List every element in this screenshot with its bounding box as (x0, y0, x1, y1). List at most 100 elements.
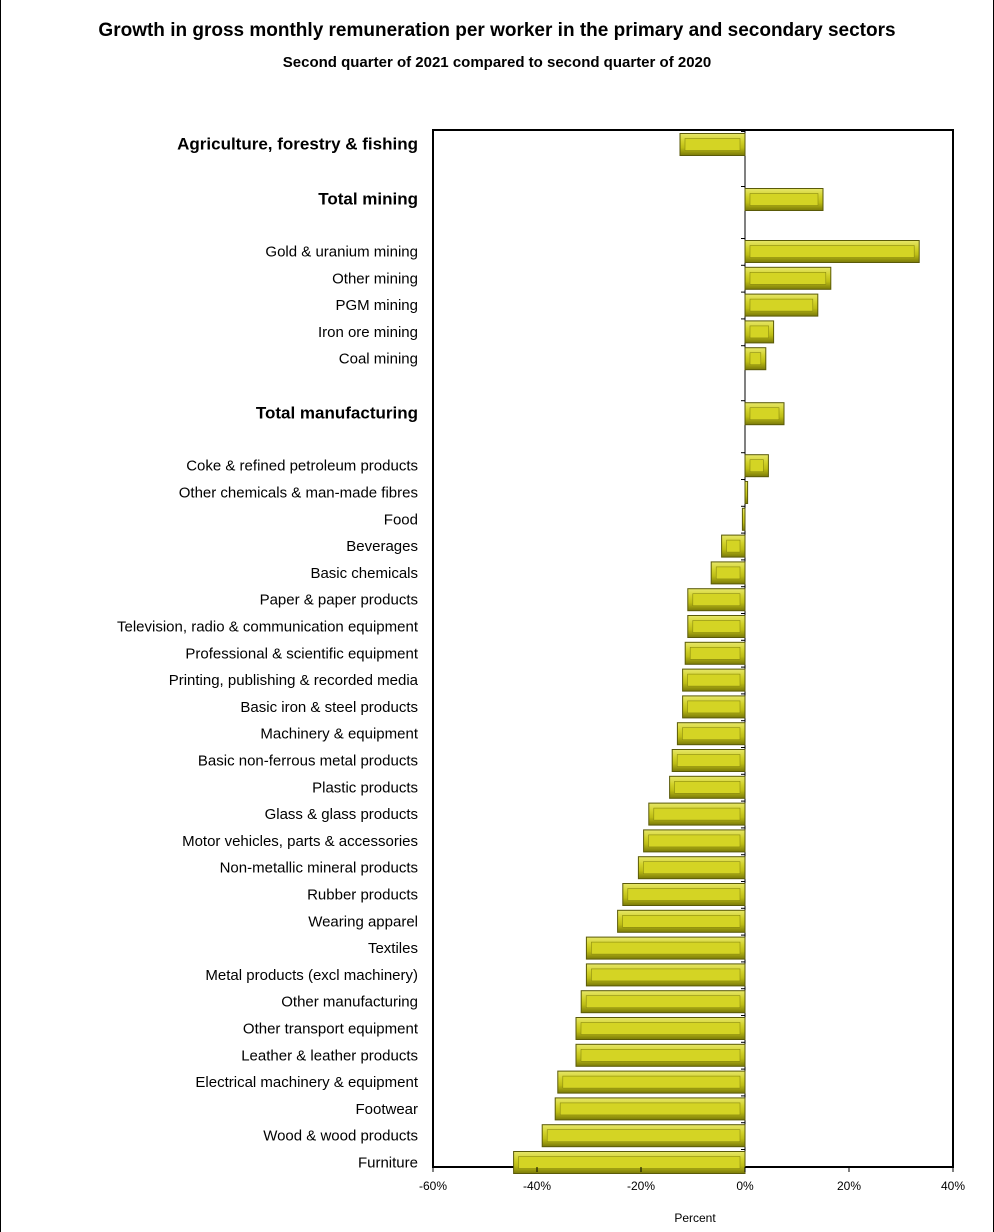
bar (513, 1151, 746, 1174)
category-label: Textiles (368, 940, 418, 957)
bar (541, 1124, 746, 1148)
bar (575, 1043, 746, 1067)
category-label: Professional & scientific equipment (185, 645, 418, 662)
bar-bevel (749, 407, 780, 421)
bar (744, 240, 920, 263)
category-label: Plastic products (312, 779, 418, 796)
bar-bevel (518, 1156, 741, 1169)
category-label: Agriculture, forestry & fishing (177, 135, 418, 154)
category-label: Furniture (358, 1155, 418, 1172)
bar-bevel (585, 995, 741, 1009)
category-label: Total mining (318, 190, 418, 209)
x-tick-label: -40% (523, 1179, 551, 1193)
bar (585, 963, 746, 987)
bar-bevel (715, 566, 741, 580)
bar (643, 829, 746, 853)
category-label: Food (384, 511, 418, 528)
category-label: Electrical machinery & equipment (195, 1074, 418, 1091)
bar (671, 749, 746, 772)
bar (684, 641, 746, 665)
category-label: Total manufacturing (256, 404, 418, 423)
bar-bevel (692, 620, 741, 633)
bar-bevel (749, 459, 764, 473)
category-label: Other transport equipment (243, 1021, 419, 1038)
bar (721, 534, 746, 558)
bar (557, 1070, 746, 1094)
bar-bevel (546, 1129, 741, 1142)
bar (744, 454, 769, 478)
chart-title: Growth in gross monthly remuneration per… (98, 20, 896, 41)
category-label: Coke & refined petroleum products (186, 458, 418, 475)
category-label: Other mining (332, 270, 418, 287)
bar-bevel (689, 646, 741, 660)
bar (682, 695, 746, 719)
category-label: Wearing apparel (308, 913, 418, 930)
category-label: Paper & paper products (260, 592, 418, 609)
category-label: Basic non-ferrous metal products (198, 753, 418, 770)
category-label: Non-metallic mineral products (220, 860, 418, 877)
bar-bevel (749, 352, 762, 366)
bar (580, 990, 746, 1014)
bar-bevel (591, 968, 741, 982)
category-label: PGM mining (335, 297, 418, 314)
bar (687, 588, 746, 612)
bar (585, 936, 746, 960)
bar-bevel (622, 914, 741, 928)
category-label: Other manufacturing (281, 994, 418, 1011)
category-label: Footwear (355, 1101, 418, 1118)
category-label: Rubber products (307, 887, 418, 904)
bar-bevel (591, 941, 741, 955)
bar-bevel (627, 888, 741, 901)
bar (679, 133, 746, 156)
x-tick-label: 40% (941, 1179, 965, 1193)
bar-bevel (580, 1049, 741, 1062)
bar (741, 507, 746, 531)
bar-bevel (687, 700, 741, 714)
bar-bevel (676, 754, 741, 767)
x-tick-label: 20% (837, 1179, 861, 1193)
bar (617, 909, 746, 933)
bar-bevel (580, 1022, 741, 1035)
category-label: Printing, publishing & recorded media (169, 672, 419, 689)
bar-bevel (687, 673, 741, 687)
bar-bevel (684, 138, 741, 151)
category-label: Other chemicals & man-made fibres (179, 485, 418, 502)
bar-bevel (692, 593, 741, 607)
bar-bevel (749, 245, 915, 258)
category-label: Wood & wood products (263, 1128, 418, 1145)
x-tick-label: -20% (627, 1179, 655, 1193)
category-label: Leather & leather products (241, 1047, 418, 1064)
bar (744, 266, 832, 290)
bar (744, 402, 785, 426)
bar (554, 1097, 746, 1121)
bar (744, 320, 775, 344)
bar-bevel (562, 1075, 741, 1089)
x-tick-label: -60% (419, 1179, 447, 1193)
bar (744, 347, 767, 371)
bar-bevel (726, 539, 741, 553)
x-tick-label: 0% (736, 1179, 754, 1193)
category-label: Iron ore mining (318, 324, 418, 341)
bar-bevel (653, 807, 741, 821)
bar-bevel (559, 1102, 741, 1116)
chart-subtitle: Second quarter of 2021 compared to secon… (282, 54, 712, 71)
bar (669, 775, 746, 799)
bar (622, 883, 746, 906)
category-label: Television, radio & communication equipm… (117, 619, 419, 636)
bar-bevel (648, 834, 741, 848)
bar-bevel (749, 271, 827, 285)
bar-bevel (749, 325, 769, 339)
category-label: Glass & glass products (265, 806, 418, 823)
category-label: Metal products (excl machinery) (205, 967, 418, 984)
bar (676, 722, 746, 746)
category-label: Coal mining (339, 351, 418, 368)
bar (744, 293, 819, 317)
bar (648, 802, 746, 826)
bar-rect (741, 507, 746, 531)
bar-rect (744, 481, 749, 504)
bar (744, 481, 749, 504)
category-label: Machinery & equipment (260, 726, 418, 743)
bar-bevel (643, 861, 741, 875)
bar-bevel (749, 298, 814, 312)
